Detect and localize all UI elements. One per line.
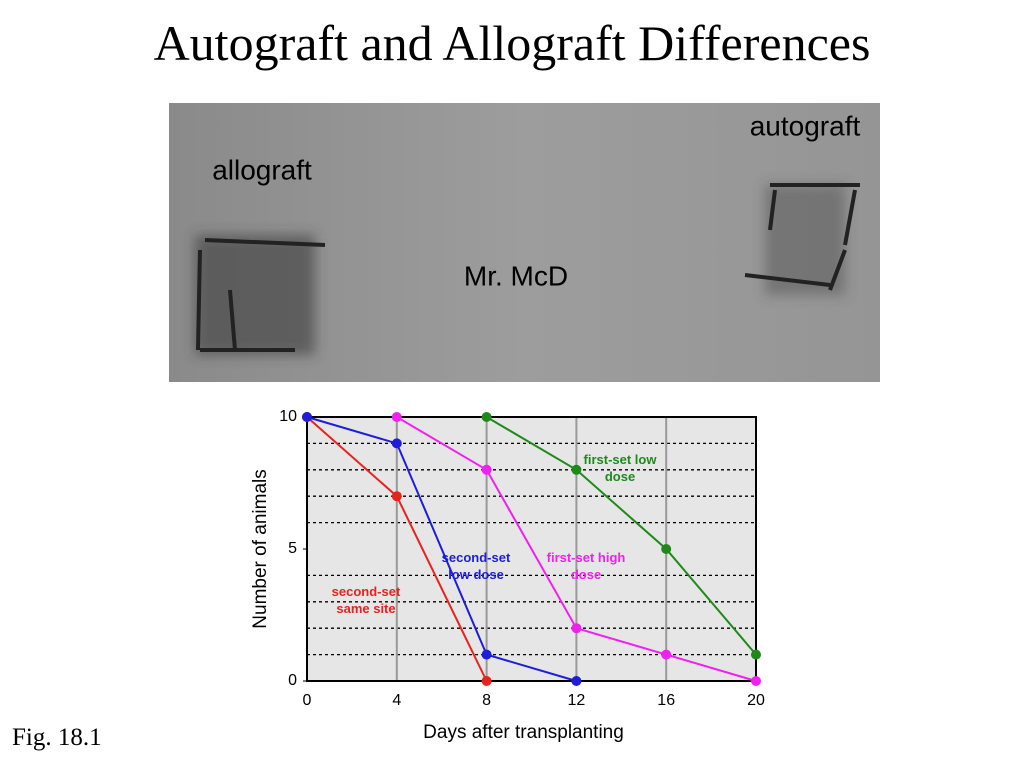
- series-point: [571, 623, 582, 634]
- series-point: [751, 649, 761, 660]
- graft-marks: [195, 185, 845, 355]
- x-tick-label: 4: [392, 692, 401, 709]
- plot-frame: [306, 416, 757, 682]
- y-tick-label: 10: [279, 408, 297, 425]
- series-point: [481, 649, 492, 660]
- photo-label: autograft: [750, 110, 861, 141]
- series-line: [306, 416, 577, 682]
- y-tick-label: 5: [288, 540, 297, 557]
- series-label: first-set low dose: [583, 452, 657, 484]
- series-point: [661, 649, 672, 660]
- y-tick-label: 0: [288, 672, 297, 689]
- x-tick-label: 8: [482, 692, 491, 709]
- series-point: [481, 412, 492, 422]
- series-point: [391, 412, 402, 422]
- series-point: [751, 676, 761, 686]
- slide-title: Autograft and Allograft Differences: [153, 15, 871, 71]
- series-line: [486, 416, 757, 656]
- x-tick-label: 20: [747, 692, 765, 709]
- series-point: [571, 464, 582, 475]
- series-point: [481, 676, 492, 686]
- series-point: [481, 464, 492, 475]
- series-label: second-set same site: [331, 584, 401, 616]
- series-point: [391, 438, 402, 449]
- photo-label: allograft: [212, 154, 312, 185]
- sutures: [196, 183, 860, 352]
- x-tick-label: 12: [568, 692, 586, 709]
- x-tick-label: 0: [303, 692, 312, 709]
- series-point: [391, 491, 402, 502]
- photo-label: Mr. McD: [464, 260, 568, 291]
- series-point: [661, 544, 672, 554]
- series-point: [302, 412, 312, 422]
- y-axis-label: Number of animals: [250, 469, 271, 628]
- figure-caption: Fig. 18.1: [12, 724, 102, 751]
- series-label: first-set high dose: [546, 550, 626, 582]
- x-tick-label: 16: [657, 692, 675, 709]
- x-axis-label: Days after transplanting: [423, 722, 624, 743]
- photo: allograft autograft Mr. McD: [169, 103, 880, 382]
- series-point: [571, 676, 582, 686]
- series-label: second-set low dose: [441, 550, 511, 582]
